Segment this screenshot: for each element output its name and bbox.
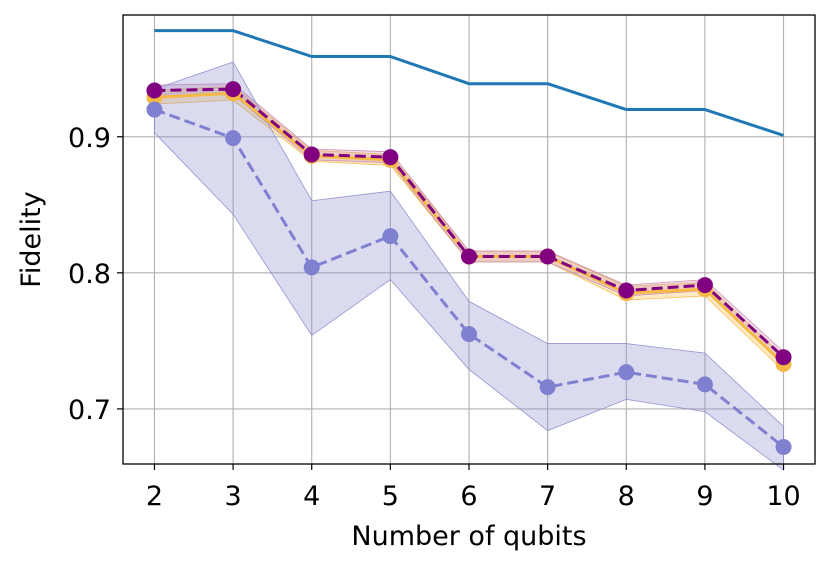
series-line <box>154 29 785 137</box>
data-point <box>539 248 556 265</box>
axis-ticks: 2 3 4 5 6 7 8 9 10 0.7 0.8 0.9 <box>68 123 801 512</box>
x-tick-label: 8 <box>618 481 635 512</box>
data-point <box>775 438 792 455</box>
x-tick-label: 5 <box>382 481 399 512</box>
x-tick-label: 9 <box>696 481 713 512</box>
x-tick-label: 3 <box>224 481 241 512</box>
data-point <box>696 376 713 393</box>
data-point <box>461 248 477 265</box>
data-point <box>696 277 713 294</box>
data-point <box>618 282 635 299</box>
x-tick-label: 7 <box>539 481 556 512</box>
data-point <box>382 149 399 166</box>
grid-lines <box>123 15 815 464</box>
y-tick-label: 0.9 <box>68 123 111 154</box>
x-tick-label: 2 <box>146 481 163 512</box>
data-point <box>303 146 320 163</box>
x-tick-label: 6 <box>460 481 477 512</box>
series-markers <box>146 81 792 455</box>
data-point <box>146 82 163 99</box>
x-tick-label: 4 <box>303 481 320 512</box>
x-tick-label: 10 <box>766 481 800 512</box>
data-point <box>146 101 163 118</box>
data-point <box>303 259 320 276</box>
data-point <box>461 326 477 343</box>
data-point <box>618 364 635 381</box>
data-point <box>775 349 792 366</box>
data-point <box>225 130 242 147</box>
x-axis-label: Number of qubits <box>351 521 586 552</box>
data-point <box>382 228 399 245</box>
data-point <box>539 379 556 396</box>
y-tick-label: 0.7 <box>68 395 111 426</box>
data-point <box>225 81 242 98</box>
y-axis-label: Fidelity <box>16 191 47 287</box>
y-tick-label: 0.8 <box>68 259 111 290</box>
series-line <box>153 108 785 449</box>
